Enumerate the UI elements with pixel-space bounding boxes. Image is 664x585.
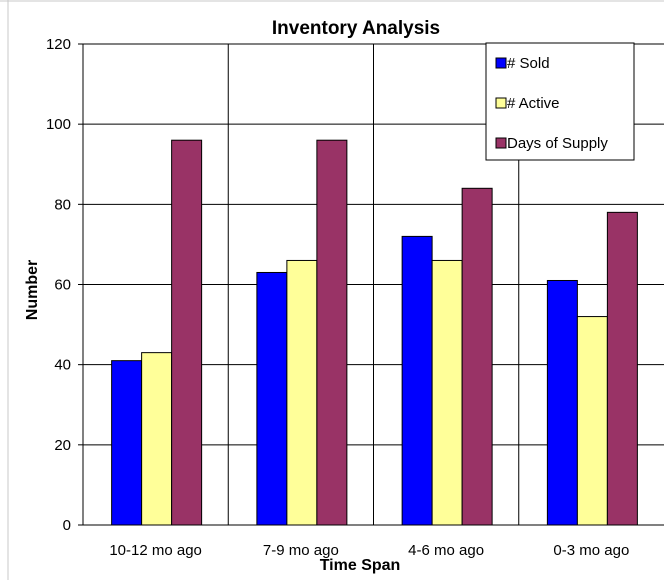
bar-sold-7-9-mo-ago: [256, 271, 288, 526]
x-tick-label: 0-3 mo ago: [553, 542, 629, 559]
axes: [78, 43, 664, 526]
legend-swatch-days-of-supply: [495, 137, 507, 149]
y-tick-label: 60: [54, 277, 71, 294]
legend-label-days-of-supply: Days of Supply: [507, 135, 608, 152]
bar-active-0-3-mo-ago: [576, 316, 608, 526]
tick-labels: 0 20 40 60 80 100 120 10-12 mo ago 7-9 mo ago 4-6…: [46, 36, 629, 559]
legend-label-active: # Active: [507, 95, 560, 112]
y-tick-label: 0: [63, 517, 71, 534]
legend-swatch-active: [495, 97, 507, 109]
bar-days-of-supply-7-9-mo-ago: [316, 139, 348, 526]
legend-box: [485, 42, 635, 161]
bar-active-4-6-mo-ago: [431, 259, 463, 526]
chart-title: Inventory Analysis: [272, 18, 440, 39]
x-tick-label: 7-9 mo ago: [263, 542, 339, 559]
bar-days-of-supply-4-6-mo-ago: [461, 187, 493, 526]
bar-sold-10-12-mo-ago: [111, 360, 143, 526]
y-tick-label: 40: [54, 357, 71, 374]
y-tick-label: 120: [46, 36, 71, 53]
bar-sold-4-6-mo-ago: [401, 235, 433, 526]
legend-label-sold: # Sold: [507, 55, 550, 72]
x-tick-label: 4-6 mo ago: [408, 542, 484, 559]
bar-days-of-supply-10-12-mo-ago: [171, 139, 203, 526]
x-tick-label: 10-12 mo ago: [109, 542, 202, 559]
bar-sold-0-3-mo-ago: [546, 279, 578, 526]
y-tick-label: 20: [54, 437, 71, 454]
y-tick-label: 100: [46, 116, 71, 133]
bar-active-7-9-mo-ago: [286, 259, 318, 526]
y-axis-label: Number: [24, 260, 41, 320]
bar-active-10-12-mo-ago: [141, 352, 173, 526]
x-axis-label: Time Span: [320, 557, 401, 574]
legend-swatch-sold: [495, 57, 507, 69]
bar-days-of-supply-0-3-mo-ago: [606, 211, 638, 526]
legend: # Sold # Active Days of Supply: [485, 42, 635, 161]
y-tick-label: 80: [54, 196, 71, 213]
bars: [111, 139, 638, 526]
